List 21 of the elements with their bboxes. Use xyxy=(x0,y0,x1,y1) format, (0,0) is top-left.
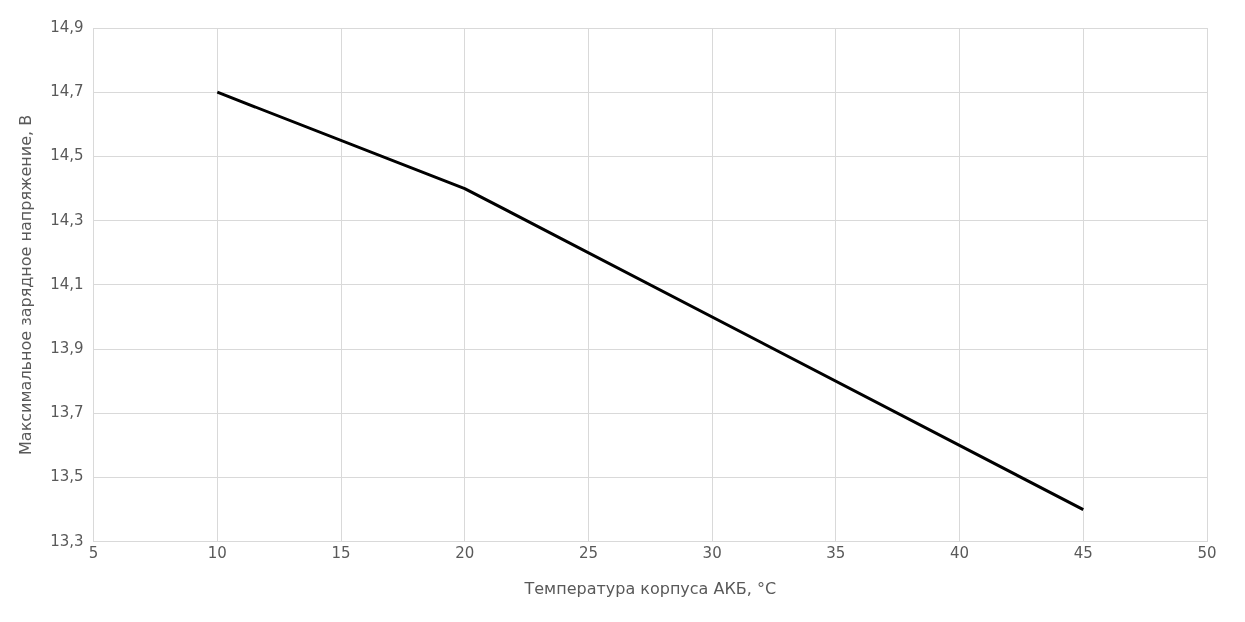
y-tick-label: 14,7 xyxy=(50,82,84,101)
y-tick-label: 14,1 xyxy=(50,274,84,293)
y-tick-label: 13,3 xyxy=(50,531,84,550)
x-tick-label: 35 xyxy=(826,543,846,562)
x-tick-label: 30 xyxy=(702,543,722,562)
x-tick-label: 5 xyxy=(88,543,99,562)
y-tick-label: 13,7 xyxy=(50,403,84,422)
y-tick-label: 13,5 xyxy=(50,467,84,486)
x-tick-label: 50 xyxy=(1197,543,1217,562)
x-tick-label: 10 xyxy=(207,543,227,562)
y-tick-label: 13,9 xyxy=(50,339,84,358)
x-tick-label: 20 xyxy=(455,543,475,562)
y-axis-title: Максимальное зарядное напряжение, В xyxy=(15,114,35,455)
x-axis-title: Температура корпуса АКБ, °C xyxy=(523,578,777,598)
x-tick-label: 15 xyxy=(331,543,351,562)
y-tick-label: 14,3 xyxy=(50,210,84,229)
y-tick-label: 14,5 xyxy=(50,146,84,165)
x-tick-label: 45 xyxy=(1073,543,1093,562)
x-tick-label: 40 xyxy=(950,543,970,562)
x-tick-label: 25 xyxy=(578,543,598,562)
y-tick-label: 14,9 xyxy=(50,17,84,36)
